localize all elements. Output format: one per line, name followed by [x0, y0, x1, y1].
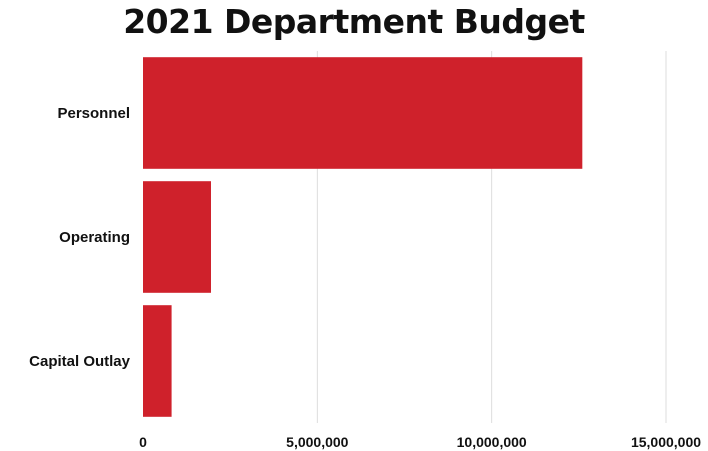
bar-capital-outlay [143, 305, 172, 417]
x-tick-label: 0 [139, 434, 147, 450]
bar-operating [143, 181, 211, 293]
x-tick-label: 5,000,000 [286, 434, 348, 450]
category-labels: Personnel Operating Capital Outlay [29, 105, 131, 370]
chart-title: 2021 Department Budget [123, 2, 585, 41]
x-tick-label: 15,000,000 [631, 434, 701, 450]
category-label: Operating [59, 229, 130, 246]
bar-personnel [143, 57, 583, 169]
category-label: Capital Outlay [29, 353, 131, 370]
x-tick-labels: 0 5,000,000 10,000,000 15,000,000 [139, 434, 701, 450]
x-tick-label: 10,000,000 [457, 434, 527, 450]
bars [143, 57, 583, 417]
category-label: Personnel [57, 105, 130, 122]
